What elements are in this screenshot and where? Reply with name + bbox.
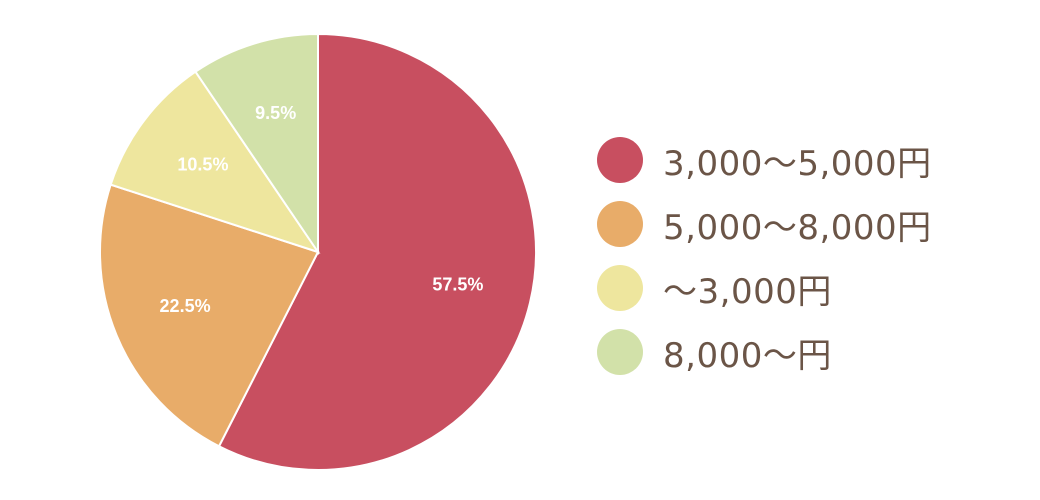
legend-label: 5,000～8,000円 (663, 207, 932, 248)
legend-swatch (597, 329, 643, 375)
pie-slice (194, 32, 319, 256)
legend-item: 8,000～円 (597, 320, 1017, 384)
pie-slice (217, 32, 537, 471)
legend-label: 8,000～円 (663, 335, 832, 376)
legend-label: 3,000～5,000円 (663, 143, 932, 184)
legend-item: 5,000～8,000円 (597, 192, 1017, 256)
pie-slice-label: 22.5% (160, 296, 211, 316)
legend-swatch (597, 265, 643, 311)
pie-slice-label: 57.5% (432, 274, 483, 294)
pie-slices (99, 32, 537, 471)
legend-swatch (597, 137, 643, 183)
pie-slice (99, 183, 320, 448)
legend: 3,000～5,000円 5,000～8,000円 ～3,000円 8,000～… (597, 128, 1017, 384)
legend-item: 3,000～5,000円 (597, 128, 1017, 192)
legend-item: ～3,000円 (597, 256, 1017, 320)
pie-slice-label: 9.5% (255, 103, 296, 123)
legend-label: ～3,000円 (663, 271, 832, 312)
pie-slice-label: 10.5% (177, 154, 228, 174)
pie-slice-labels: 57.5% 22.5% 10.5% 9.5% (160, 103, 484, 316)
legend-swatch (597, 201, 643, 247)
pie-slice (109, 70, 321, 254)
